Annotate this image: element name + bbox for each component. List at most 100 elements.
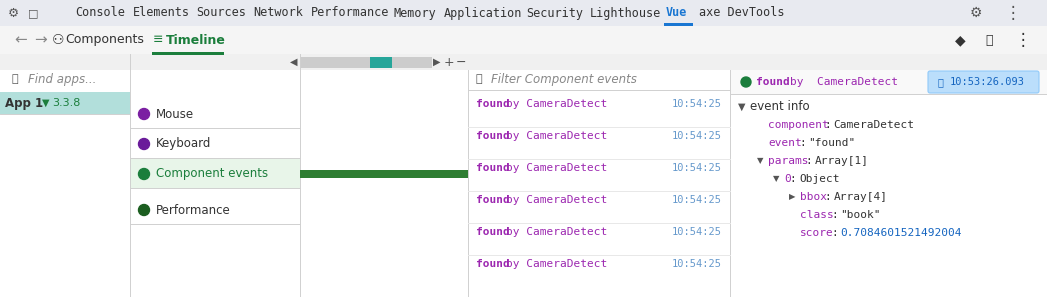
Text: ⋮: ⋮ (1015, 31, 1031, 49)
Text: ⚙: ⚙ (8, 7, 19, 20)
Circle shape (138, 205, 150, 216)
Text: by CameraDetect: by CameraDetect (506, 99, 607, 109)
Bar (370, 57, 392, 68)
Text: by CameraDetect: by CameraDetect (506, 227, 607, 237)
Bar (300, 57, 432, 68)
Text: ▼: ▼ (42, 98, 49, 108)
Circle shape (138, 108, 150, 119)
Text: −: − (455, 56, 466, 69)
Text: :: : (800, 138, 814, 148)
Text: :: : (831, 228, 845, 238)
Text: Sources: Sources (196, 7, 246, 20)
Text: ◀: ◀ (290, 57, 297, 67)
Text: found: found (756, 77, 789, 87)
Text: 🔍: 🔍 (12, 74, 19, 84)
Bar (300, 170, 468, 178)
Text: ≡: ≡ (153, 34, 163, 47)
Text: Performance: Performance (156, 203, 230, 217)
Text: Array[1]: Array[1] (815, 156, 869, 166)
Text: found: found (476, 163, 510, 173)
Text: CameraDetect: CameraDetect (833, 120, 915, 130)
Text: 0: 0 (784, 174, 790, 184)
Text: found: found (476, 227, 510, 237)
Text: Console: Console (75, 7, 125, 20)
Text: :: : (806, 156, 820, 166)
Text: Component events: Component events (156, 168, 268, 181)
Text: 10:54:25: 10:54:25 (672, 131, 722, 141)
Text: Object: Object (799, 174, 840, 184)
Text: ▶: ▶ (433, 57, 441, 67)
Text: ⚇: ⚇ (52, 33, 65, 47)
Text: by CameraDetect: by CameraDetect (506, 259, 607, 269)
Text: 10:54:25: 10:54:25 (672, 227, 722, 237)
Text: ▶: ▶ (789, 192, 796, 201)
Text: found: found (476, 259, 510, 269)
Text: by CameraDetect: by CameraDetect (506, 131, 607, 141)
Text: :: : (831, 210, 845, 220)
Text: 3.3.8: 3.3.8 (52, 98, 81, 108)
Text: 10:54:25: 10:54:25 (672, 259, 722, 269)
Bar (0, 26, 1047, 54)
Circle shape (138, 138, 150, 149)
Text: 10:54:25: 10:54:25 (672, 163, 722, 173)
Text: →: → (34, 32, 47, 48)
Text: Security: Security (527, 7, 583, 20)
Bar (0, 54, 1047, 70)
Text: found: found (476, 131, 510, 141)
Text: App 1: App 1 (5, 97, 43, 110)
Bar (0, 92, 130, 114)
Text: :: : (825, 192, 839, 202)
Text: 10:54:25: 10:54:25 (672, 99, 722, 109)
Text: ⋮: ⋮ (1005, 4, 1022, 22)
Circle shape (138, 168, 150, 179)
Text: Array[4]: Array[4] (834, 192, 888, 202)
Text: event: event (768, 138, 802, 148)
Text: component: component (768, 120, 829, 130)
Text: "book": "book" (841, 210, 881, 220)
Circle shape (741, 77, 751, 87)
Text: Components: Components (65, 34, 143, 47)
Text: :: : (825, 120, 839, 130)
FancyBboxPatch shape (928, 71, 1039, 93)
Text: ←: ← (14, 32, 27, 48)
Text: axe DevTools: axe DevTools (698, 7, 784, 20)
Bar (130, 158, 300, 188)
Bar (0, 0, 1047, 26)
Bar (731, 70, 1047, 94)
Text: 0.7084601521492004: 0.7084601521492004 (841, 228, 962, 238)
Text: "found": "found" (808, 138, 855, 148)
Text: bbox: bbox (800, 192, 827, 202)
Text: Filter Component events: Filter Component events (491, 72, 637, 86)
Text: score: score (800, 228, 833, 238)
Text: 10:53:26.093: 10:53:26.093 (950, 77, 1025, 87)
Text: 🔍: 🔍 (476, 74, 483, 84)
Text: Keyboard: Keyboard (156, 138, 211, 151)
Text: ⏱: ⏱ (938, 77, 944, 87)
Text: Find apps...: Find apps... (28, 72, 96, 86)
Text: Performance: Performance (311, 7, 389, 20)
Text: by CameraDetect: by CameraDetect (506, 195, 607, 205)
Text: Timeline: Timeline (166, 34, 226, 47)
Text: Network: Network (253, 7, 304, 20)
Text: ⚙: ⚙ (970, 6, 982, 20)
Text: class: class (800, 210, 833, 220)
Text: found: found (476, 195, 510, 205)
Text: Mouse: Mouse (156, 108, 194, 121)
Text: :: : (790, 174, 804, 184)
Text: Application: Application (444, 7, 522, 20)
Text: Elements: Elements (132, 7, 190, 20)
Text: event info: event info (750, 100, 809, 113)
Text: ▼: ▼ (757, 157, 763, 165)
Text: ▼: ▼ (738, 102, 745, 112)
Text: ◆: ◆ (955, 33, 965, 47)
Text: Vue: Vue (666, 7, 688, 20)
Text: 🗑: 🗑 (985, 34, 993, 47)
Text: by CameraDetect: by CameraDetect (506, 163, 607, 173)
Bar (0, 70, 1047, 297)
Text: Lighthouse: Lighthouse (591, 7, 662, 20)
Text: params: params (768, 156, 808, 166)
Text: ▼: ▼ (773, 175, 780, 184)
Bar (152, 52, 224, 55)
Text: +: + (444, 56, 454, 69)
Bar (664, 23, 693, 26)
